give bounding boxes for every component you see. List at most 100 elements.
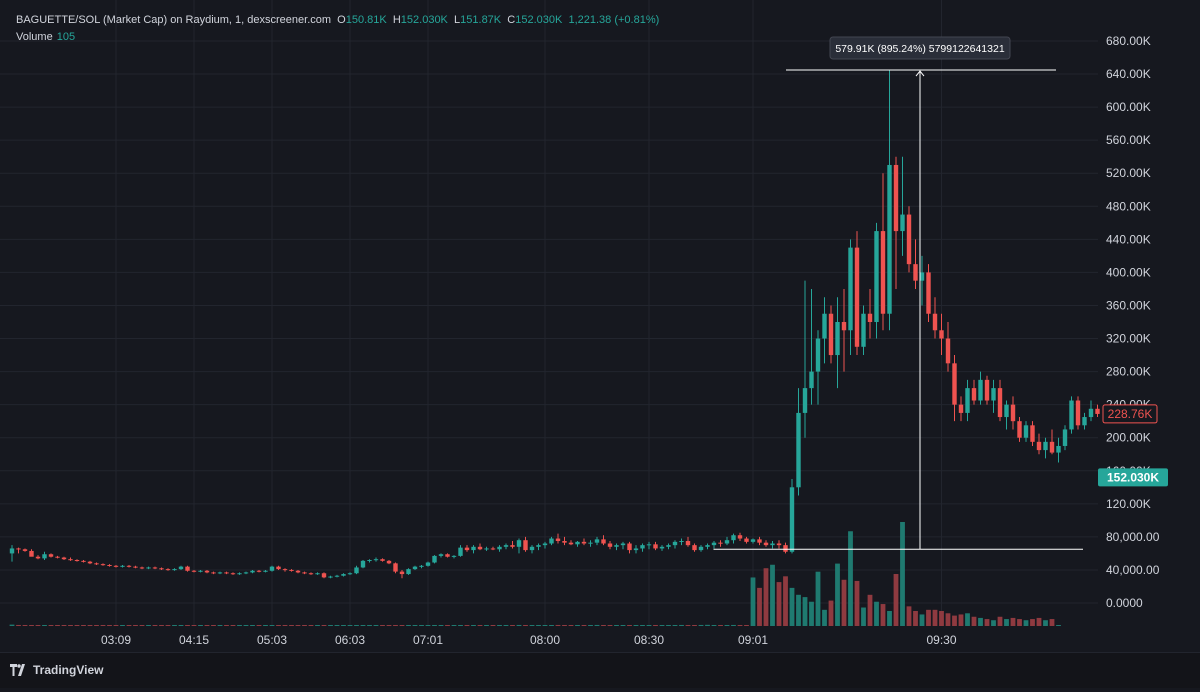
candle-body — [61, 557, 67, 560]
open-value: 150.81K — [345, 14, 387, 26]
volume-bar — [16, 624, 21, 626]
volume-bar — [22, 625, 28, 626]
volume-bar — [601, 625, 606, 626]
tradingview-brand[interactable]: TradingView — [10, 663, 103, 677]
volume-bar — [113, 625, 119, 626]
close-label: C — [507, 14, 516, 26]
bottom-bar — [0, 652, 1200, 688]
candle-body — [867, 313, 873, 322]
candle-body — [854, 247, 860, 347]
volume-bar — [295, 625, 301, 626]
candle-body — [419, 565, 424, 567]
volume-bar — [880, 604, 886, 626]
candle-body — [224, 572, 229, 574]
candle-body — [1056, 445, 1061, 453]
candles — [9, 70, 1100, 579]
volume-bar — [477, 625, 483, 626]
volume-bar — [263, 625, 268, 626]
candle-body — [295, 570, 301, 573]
candle-body — [997, 388, 1003, 418]
volume-bar — [893, 574, 899, 626]
volume-bar — [464, 625, 470, 626]
volume-bar — [646, 625, 652, 626]
volume-bar — [230, 625, 236, 626]
candle-body — [29, 550, 34, 557]
candle-body — [94, 563, 99, 565]
x-tick-label: 07:01 — [413, 633, 443, 647]
candle-body — [802, 388, 808, 413]
candle-body — [185, 566, 190, 571]
candle-body — [35, 556, 41, 559]
candle-body — [991, 388, 996, 401]
candle-body — [880, 231, 886, 314]
candle-body — [1095, 408, 1100, 414]
volume-bar — [471, 625, 476, 626]
candle-body — [1010, 404, 1016, 422]
candle-body — [555, 538, 561, 542]
volume-bar — [679, 624, 684, 626]
current-price-badge — [1102, 404, 1158, 424]
candle-body — [113, 565, 119, 567]
volume-bar — [906, 606, 912, 626]
volume-bar — [211, 625, 216, 626]
volume-bar — [711, 625, 717, 626]
volume-bar — [997, 616, 1003, 626]
volume-bars — [9, 522, 1061, 626]
candle-body — [666, 545, 671, 547]
candle-body — [373, 559, 379, 561]
low-value: 151.87K — [460, 14, 502, 26]
volume-bar — [796, 594, 801, 626]
candle-body — [711, 542, 717, 546]
volume-bar — [984, 619, 990, 626]
volume-bar — [919, 614, 925, 626]
volume-bar — [146, 625, 151, 626]
candle-body — [1004, 404, 1009, 418]
candle-body — [698, 546, 704, 551]
measure-label: 579.91K (895.24%) 5799122641321 — [835, 43, 1004, 55]
volume-legend: Volume 105 — [16, 31, 75, 43]
candle-body — [503, 545, 509, 547]
volume-bar — [1010, 617, 1016, 626]
candle-body — [640, 545, 645, 549]
volume-bar — [243, 625, 249, 626]
candle-body — [913, 264, 918, 281]
candle-body — [646, 544, 652, 546]
volume-bar — [503, 625, 509, 626]
y-tick-label: 560.00K — [1106, 133, 1151, 147]
volume-bar — [419, 625, 424, 626]
candle-body — [620, 543, 626, 546]
candle-body — [1069, 400, 1074, 430]
symbol-title: BAGUETTE/SOL (Market Cap) on Raydium, 1,… — [16, 14, 332, 26]
volume-bar — [204, 625, 210, 626]
candle-body — [939, 330, 944, 339]
candle-body — [568, 542, 574, 545]
candle-body — [484, 548, 489, 550]
ohlc-legend: BAGUETTE/SOL (Market Cap) on Raydium, 1,… — [16, 14, 659, 26]
volume-bar — [581, 625, 587, 626]
candle-body — [393, 563, 398, 572]
volume-bar — [276, 625, 281, 626]
candle-body — [302, 572, 307, 574]
candle-body — [744, 538, 749, 542]
candle-body — [1062, 429, 1068, 446]
candle-body — [848, 247, 853, 331]
candle-body — [679, 541, 684, 543]
volume-bar — [425, 625, 431, 626]
x-tick-label: 09:30 — [926, 633, 956, 647]
volume-value: 105 — [56, 31, 76, 43]
volume-bar — [61, 625, 67, 626]
volume-bar — [334, 625, 340, 626]
volume-bar — [822, 609, 827, 626]
candle-body — [432, 555, 437, 563]
candle-body — [445, 554, 450, 557]
volume-bar — [607, 625, 613, 626]
volume-bar — [1017, 619, 1022, 626]
x-tick-label: 04:15 — [179, 633, 209, 647]
candle-body — [282, 569, 288, 571]
candle-body — [243, 572, 249, 574]
candle-body — [354, 567, 359, 574]
volume-bar — [991, 620, 996, 626]
volume-bar — [809, 601, 814, 626]
